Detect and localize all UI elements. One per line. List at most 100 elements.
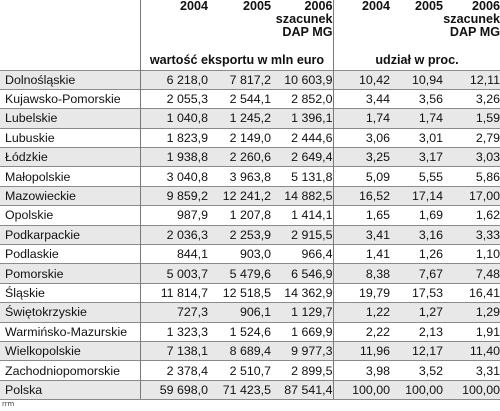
cell-share-2006: 16,41 (443, 282, 500, 303)
cell-export-2004: 1 323,3 (139, 321, 208, 342)
table-row: Świętokrzyskie 727,3 906,1 1 129,7 1,22 1,27 1… (0, 302, 500, 323)
cell-export-2005: 12 518,5 (208, 282, 271, 303)
col-header-export-2006: 2006 szacunek DAP MG (271, 0, 333, 70)
cell-export-2004: 1 823,9 (139, 127, 208, 148)
cell-share-2005: 1,74 (390, 108, 443, 129)
cell-export-2004: 727,3 (139, 302, 208, 323)
cell-export-2006: 6 546,9 (271, 263, 333, 284)
cell-share-2006: 100,00 (443, 379, 500, 401)
cell-share-2005: 17,14 (390, 185, 443, 206)
cell-region: Łódzkie (0, 147, 140, 167)
cell-region: Śląskie (0, 282, 140, 303)
table-row: Pomorskie 5 003,7 5 479,6 6 546,9 8,38 7,67 7,… (0, 263, 500, 284)
col-header-share-2006: 2006 szacunek DAP MG (443, 0, 500, 70)
cell-share-2005: 10,94 (390, 69, 443, 90)
cell-export-2006: 2 852,0 (271, 88, 333, 109)
cell-share-2004: 11,96 (332, 340, 390, 361)
cell-region: Warmińsko-Mazurskie (0, 321, 140, 342)
table-row: Podlaskie 844,1 903,0 966,4 1,41 1,26 1,10 (0, 244, 500, 264)
cell-region: Małopolskie (0, 166, 140, 187)
cell-export-2004: 59 698,0 (139, 379, 208, 401)
cell-share-2006: 1,10 (443, 244, 500, 264)
table-row: Polska 59 698,0 71 423,5 87 541,4 100,00 100,… (0, 379, 500, 401)
cell-share-2004: 1,74 (332, 108, 390, 129)
cell-export-2005: 8 689,4 (208, 340, 271, 361)
col-header-share-2004: 2004 (332, 0, 390, 70)
cell-export-2004: 1 938,8 (139, 147, 208, 167)
cell-export-2006: 1 129,7 (271, 302, 333, 323)
cell-share-2004: 3,44 (332, 88, 390, 109)
cell-share-2005: 100,00 (390, 379, 443, 401)
cell-share-2004: 3,41 (332, 224, 390, 245)
cell-export-2005: 903,0 (208, 244, 271, 264)
credit-text: rrm (2, 400, 15, 408)
table-body: Dolnośląskie 6 218,0 7 817,2 10 603,9 10,42 1… (0, 69, 500, 401)
cell-export-2005: 2 544,1 (208, 88, 271, 109)
table-row: Warmińsko-Mazurskie 1 323,3 1 524,6 1 669,9… (0, 321, 500, 342)
cell-share-2006: 3,33 (443, 224, 500, 245)
export-table: 2004 2005 2006 szacunek DAP MG 2004 2005… (0, 0, 500, 401)
table-header: 2004 2005 2006 szacunek DAP MG 2004 2005… (0, 0, 500, 70)
cell-share-2005: 1,27 (390, 302, 443, 323)
cell-share-2004: 100,00 (332, 379, 390, 401)
cell-share-2006: 17,00 (443, 185, 500, 206)
cell-share-2005: 3,17 (390, 147, 443, 167)
cell-share-2004: 16,52 (332, 185, 390, 206)
cell-share-2004: 3,06 (332, 127, 390, 148)
cell-share-2006: 12,11 (443, 69, 500, 90)
cell-export-2004: 2 055,3 (139, 88, 208, 109)
cell-region: Podlaskie (0, 244, 140, 264)
cell-share-2005: 2,13 (390, 321, 443, 342)
cell-region: Dolnośląskie (0, 69, 140, 90)
table-row: Mazowieckie 9 859,2 12 241,2 14 882,5 16,52 1… (0, 185, 500, 206)
cell-share-2005: 3,56 (390, 88, 443, 109)
cell-share-2004: 5,09 (332, 166, 390, 187)
cell-export-2006: 10 603,9 (271, 69, 333, 90)
header-blank-cell (0, 0, 140, 70)
cell-export-2004: 1 040,8 (139, 108, 208, 129)
cell-export-2005: 906,1 (208, 302, 271, 323)
table-row: Lubelskie 1 040,8 1 245,2 1 396,1 1,74 1,74 1,… (0, 108, 500, 129)
cell-region: Pomorskie (0, 263, 140, 284)
cell-share-2006: 3,26 (443, 88, 500, 109)
cell-export-2006: 87 541,4 (271, 379, 333, 401)
cell-export-2004: 5 003,7 (139, 263, 208, 284)
cell-export-2004: 3 040,8 (139, 166, 208, 187)
cell-share-2005: 3,52 (390, 360, 443, 381)
cell-export-2006: 2 649,4 (271, 147, 333, 167)
table-row: Zachodniopomorskie 2 378,4 2 510,7 2 899,5 3… (0, 360, 500, 381)
cell-share-2006: 3,31 (443, 360, 500, 381)
cell-share-2004: 2,22 (332, 321, 390, 342)
cell-share-2004: 1,22 (332, 302, 390, 323)
col-header-export-2004: 2004 (139, 0, 208, 70)
cell-export-2005: 2 260,6 (208, 147, 271, 167)
cell-share-2005: 1,69 (390, 205, 443, 226)
cell-export-2005: 2 149,0 (208, 127, 271, 148)
cell-export-2006: 1 669,9 (271, 321, 333, 342)
cell-export-2005: 12 241,2 (208, 185, 271, 206)
cell-export-2004: 2 378,4 (139, 360, 208, 381)
cell-export-2006: 1 414,1 (271, 205, 333, 226)
cell-export-2004: 987,9 (139, 205, 208, 226)
cell-share-2006: 2,79 (443, 127, 500, 148)
cell-share-2006: 1,29 (443, 302, 500, 323)
cell-export-2004: 6 218,0 (139, 69, 208, 90)
cell-export-2005: 7 817,2 (208, 69, 271, 90)
cell-export-2006: 9 977,3 (271, 340, 333, 361)
cell-region: Lubelskie (0, 108, 140, 129)
cell-share-2006: 11,40 (443, 340, 500, 361)
cell-export-2005: 2 253,9 (208, 224, 271, 245)
group-label-share: udział w proc. (375, 53, 459, 67)
cell-export-2005: 5 479,6 (208, 263, 271, 284)
cell-export-2004: 844,1 (139, 244, 208, 264)
cell-share-2005: 17,53 (390, 282, 443, 303)
cell-region: Podkarpackie (0, 224, 140, 245)
table-row: Kujawsko-Pomorskie 2 055,3 2 544,1 2 852,0 3… (0, 88, 500, 109)
cell-share-2006: 5,86 (443, 166, 500, 187)
cell-share-2005: 3,01 (390, 127, 443, 148)
table-row: Lubuskie 1 823,9 2 149,0 2 444,6 3,06 3,01 2,7… (0, 127, 500, 148)
col-header-export-2005: 2005 (208, 0, 271, 70)
cell-share-2006: 1,59 (443, 108, 500, 129)
table-row: Opolskie 987,9 1 207,8 1 414,1 1,65 1,69 1,62 (0, 205, 500, 226)
